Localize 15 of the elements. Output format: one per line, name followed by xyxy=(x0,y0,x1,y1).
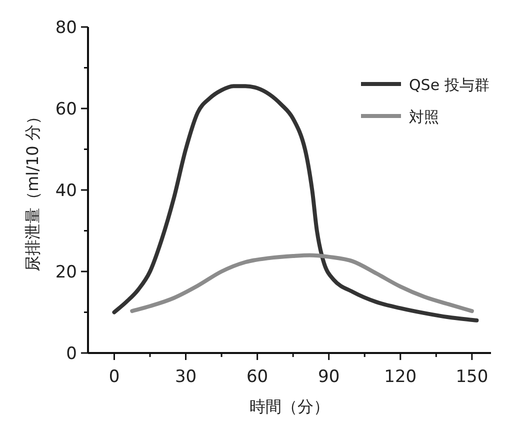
y-tick-label: 40 xyxy=(55,181,77,201)
y-tick-label: 0 xyxy=(66,344,77,364)
y-axis-title: 尿排泄量（ml/10 分） xyxy=(23,108,42,272)
x-tick-label: 150 xyxy=(456,367,488,387)
x-axis-title: 時間（分） xyxy=(250,397,330,416)
x-tick-label: 0 xyxy=(108,367,120,387)
legend-label: QSe 投与群 xyxy=(409,76,490,94)
y-tick-label: 20 xyxy=(55,262,77,282)
legend-label: 対照 xyxy=(409,108,439,126)
y-tick-label: 60 xyxy=(55,100,77,120)
x-tick-label: 30 xyxy=(174,367,197,387)
x-tick-label: 120 xyxy=(384,367,417,387)
y-tick-label: 80 xyxy=(55,18,77,38)
x-tick-label: 90 xyxy=(318,367,340,387)
x-tick-label: 60 xyxy=(246,367,268,387)
